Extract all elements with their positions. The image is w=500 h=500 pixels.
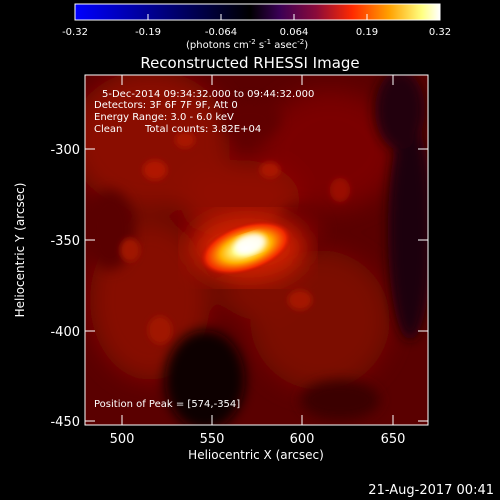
- y-tick-label: -350: [50, 234, 80, 249]
- info-time-range: 5-Dec-2014 09:34:32.000 to 09:44:32.000: [102, 89, 314, 100]
- colorbar-tick-label: -0.19: [135, 27, 161, 38]
- colorbar-tick-label: -0.32: [62, 27, 88, 38]
- info-energy-range: Energy Range: 3.0 - 6.0 keV: [94, 112, 234, 123]
- colorbar-tick-label: 0.32: [429, 27, 451, 38]
- colorbar: [74, 3, 441, 21]
- colorbar-unit-label: (photons cm-2 s-1 asec-2): [186, 38, 308, 51]
- colorbar-tick-label: 0.064: [280, 27, 309, 38]
- x-tick-label: 600: [290, 432, 315, 447]
- footer-date: 21-Aug-2017 00:41: [368, 483, 494, 498]
- axis-ticks: [85, 75, 428, 425]
- x-tick-label: 650: [381, 432, 406, 447]
- y-tick-label: -300: [50, 143, 80, 158]
- info-method: Clean: [94, 124, 122, 135]
- info-total-counts: Total counts: 3.82E+04: [144, 124, 261, 135]
- x-tick-label: 500: [110, 432, 135, 447]
- peak-position: Position of Peak = [574,-354]: [94, 399, 240, 410]
- x-tick-label: 550: [200, 432, 225, 447]
- y-axis-label: Heliocentric Y (arcsec): [13, 183, 27, 318]
- solar-image: [85, 75, 428, 425]
- colorbar-tick-label: -0.064: [205, 27, 237, 38]
- image-title: Reconstructed RHESSI Image: [140, 54, 359, 72]
- x-axis-label: Heliocentric X (arcsec): [188, 448, 324, 462]
- info-detectors: Detectors: 3F 6F 7F 9F, Att 0: [94, 100, 238, 111]
- colorbar-ticks: [74, 14, 441, 20]
- plot-frame: [84, 74, 429, 426]
- y-tick-label: -450: [50, 415, 80, 430]
- y-tick-label: -400: [50, 325, 80, 340]
- colorbar-tick-label: 0.19: [356, 27, 378, 38]
